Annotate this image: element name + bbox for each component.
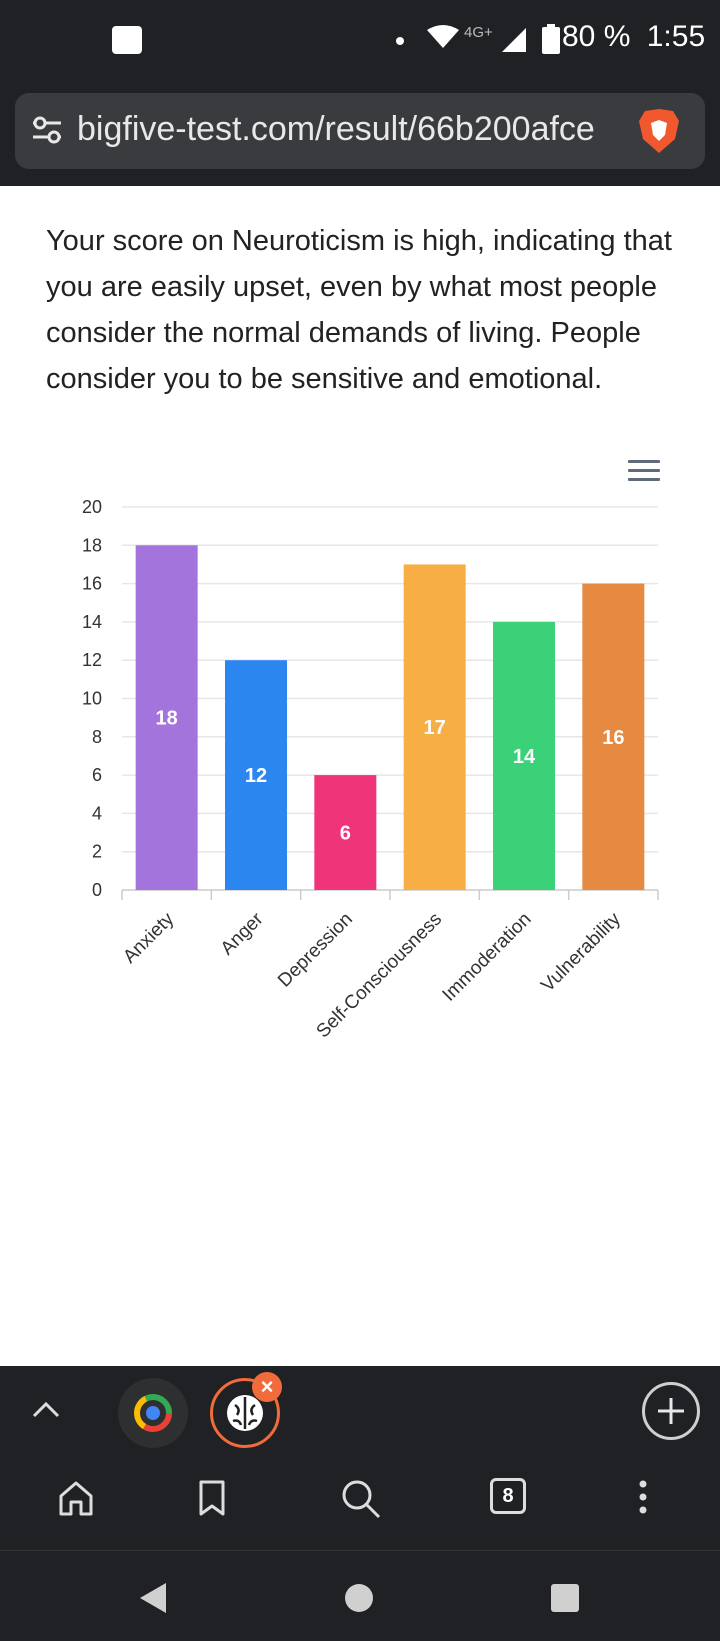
data-label: 18 [156, 708, 178, 730]
browser-toolbar: × 8 [0, 1366, 720, 1550]
bar-anxiety [135, 545, 198, 890]
brain-tab-icon [227, 1395, 263, 1431]
chart-menu-icon[interactable] [628, 460, 660, 484]
battery-percentage: 80 % [562, 20, 631, 53]
more-icon[interactable] [628, 1478, 658, 1518]
close-icon: × [260, 1374, 274, 1399]
search-icon[interactable] [340, 1478, 382, 1520]
bar-self-consciousness [403, 564, 466, 890]
bar-anger [225, 660, 287, 890]
data-label: 14 [513, 746, 536, 768]
brave-shields-icon[interactable] [637, 107, 681, 155]
back-icon[interactable] [138, 1581, 168, 1615]
data-label: 17 [424, 717, 446, 739]
result-description: Your score on Neuroticism is high, indic… [46, 225, 672, 395]
x-tick-label: Anxiety [119, 908, 178, 967]
url-text[interactable]: bigfive-test.com/result/66b200afce [77, 110, 595, 148]
system-navigation-bar [0, 1550, 720, 1641]
clock: 1:55 [646, 20, 706, 53]
chevron-up-icon[interactable] [30, 1394, 62, 1426]
bar-depression [314, 775, 377, 890]
x-tick-label: Vulnerability [537, 908, 625, 996]
bookmark-icon[interactable] [192, 1478, 232, 1518]
bar-vulnerability [582, 583, 645, 890]
plus-icon [658, 1398, 684, 1424]
close-tab-button[interactable]: × [252, 1372, 282, 1402]
recents-icon[interactable] [550, 1583, 580, 1613]
data-label: 6 [340, 823, 351, 845]
notification-dot-icon [396, 37, 404, 45]
site-settings-icon[interactable] [31, 115, 63, 145]
x-tick-label: Anger [217, 908, 268, 959]
data-label: 16 [602, 727, 624, 749]
bar-immoderation [493, 621, 555, 890]
notification-icon [112, 26, 142, 54]
x-tick-label: Depression [274, 909, 357, 992]
home-icon[interactable] [56, 1478, 96, 1518]
data-label: 12 [245, 765, 267, 787]
network-type-label: 4G+ [464, 24, 493, 41]
home-circle-icon[interactable] [344, 1583, 374, 1613]
x-tick-label: Immoderation [439, 909, 536, 1006]
y-tick-label: 2 [92, 842, 102, 862]
y-tick-label: 10 [82, 689, 102, 709]
status-bar: 4G+ 80 % 1:55 [0, 0, 720, 84]
tab-brain-active[interactable] [210, 1378, 280, 1448]
y-tick-label: 18 [82, 535, 102, 555]
y-tick-label: 4 [92, 803, 102, 823]
signal-icon [502, 28, 526, 52]
facet-bar-chart: 0 2 4 6 8 10 12 14 16 18 20 18 Anxiety 12 Anger 6 Depres… [82, 497, 659, 1042]
y-tick-label: 0 [92, 880, 102, 900]
y-tick-label: 6 [92, 765, 102, 785]
chromium-tab-icon [134, 1394, 172, 1432]
y-tick-label: 20 [82, 497, 102, 517]
tabs-icon[interactable]: 8 [490, 1478, 526, 1514]
tab-chromium[interactable] [118, 1378, 188, 1448]
y-tick-label: 12 [82, 650, 102, 670]
tab-count: 8 [502, 1485, 514, 1507]
wifi-icon [427, 25, 459, 48]
y-tick-label: 8 [92, 727, 102, 747]
y-tick-label: 16 [82, 574, 102, 594]
address-bar[interactable]: bigfive-test.com/result/66b200afce [15, 93, 705, 169]
address-bar-area: bigfive-test.com/result/66b200afce [0, 84, 720, 186]
y-tick-label: 14 [82, 612, 102, 632]
new-tab-button[interactable] [642, 1382, 700, 1440]
battery-icon [542, 24, 560, 54]
